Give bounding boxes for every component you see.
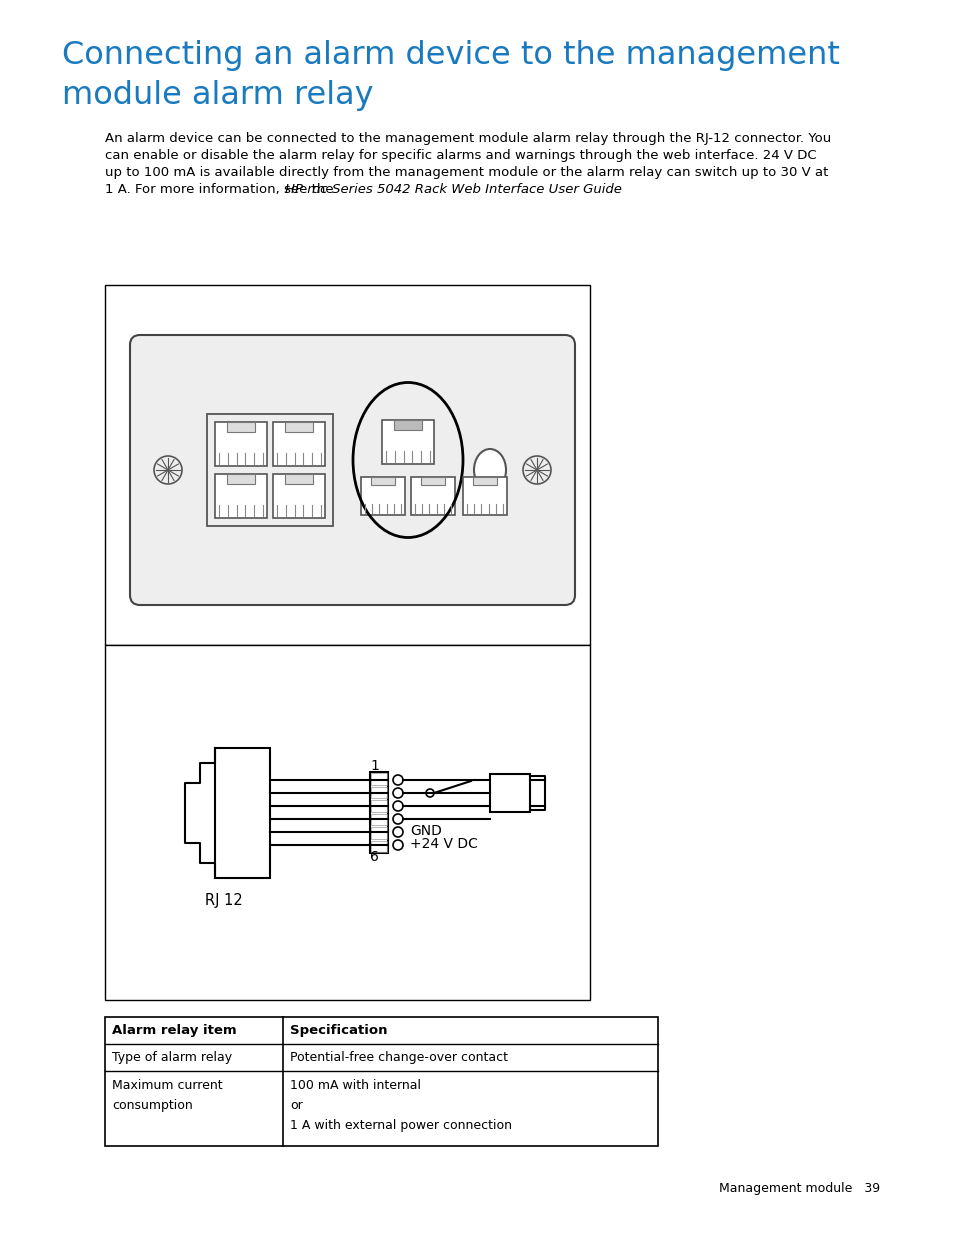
FancyBboxPatch shape [130, 335, 575, 605]
Text: Potential-free change-over contact: Potential-free change-over contact [290, 1051, 507, 1065]
Text: Alarm relay item: Alarm relay item [112, 1024, 236, 1037]
Bar [394, 420, 422, 430]
Bar [284, 474, 313, 484]
Text: Type of alarm relay: Type of alarm relay [112, 1051, 232, 1065]
Bar [105, 1016, 658, 1146]
Text: Specification: Specification [290, 1024, 387, 1037]
Text: Management module   39: Management module 39 [719, 1182, 879, 1195]
Bar [207, 414, 333, 526]
Bar [227, 474, 255, 484]
Bar [284, 422, 313, 432]
Bar [273, 474, 325, 517]
Text: RJ 12: RJ 12 [205, 893, 242, 908]
Bar [371, 773, 387, 784]
Text: +24 V DC: +24 V DC [410, 837, 477, 851]
Bar [371, 841, 387, 852]
Circle shape [393, 802, 402, 811]
Text: 1 A. For more information, see the: 1 A. For more information, see the [105, 183, 337, 196]
Bar [105, 645, 589, 1000]
Bar [227, 422, 255, 432]
Bar [360, 477, 405, 515]
Bar [371, 814, 387, 825]
Text: 6: 6 [370, 850, 378, 864]
Bar [214, 747, 270, 878]
Bar [273, 422, 325, 466]
Bar [214, 474, 267, 517]
Text: 1: 1 [370, 760, 378, 773]
Bar [411, 477, 455, 515]
Text: 100 mA with internal
or
1 A with external power connection: 100 mA with internal or 1 A with externa… [290, 1079, 512, 1132]
Bar [371, 477, 395, 485]
Circle shape [393, 776, 402, 785]
Bar [490, 774, 530, 811]
Text: up to 100 mA is available directly from the management module or the alarm relay: up to 100 mA is available directly from … [105, 165, 827, 179]
Bar [473, 477, 497, 485]
Ellipse shape [474, 450, 505, 492]
Bar [371, 787, 387, 798]
Text: Connecting an alarm device to the management: Connecting an alarm device to the manage… [62, 40, 839, 70]
Text: HP mc-Series 5042 Rack Web Interface User Guide: HP mc-Series 5042 Rack Web Interface Use… [285, 183, 621, 196]
Bar [371, 800, 387, 811]
Text: .: . [524, 183, 529, 196]
Circle shape [393, 840, 402, 850]
Circle shape [393, 814, 402, 824]
Bar [370, 772, 388, 853]
Bar [462, 477, 506, 515]
Text: GND: GND [410, 824, 441, 839]
Bar [381, 420, 434, 464]
Bar [420, 477, 445, 485]
Bar [214, 422, 267, 466]
Circle shape [153, 456, 182, 484]
Circle shape [393, 788, 402, 798]
Circle shape [393, 827, 402, 837]
Circle shape [522, 456, 551, 484]
Text: module alarm relay: module alarm relay [62, 80, 374, 111]
Text: An alarm device can be connected to the management module alarm relay through th: An alarm device can be connected to the … [105, 132, 830, 144]
Text: Maximum current
consumption: Maximum current consumption [112, 1079, 222, 1112]
Bar [371, 827, 387, 839]
Circle shape [426, 789, 434, 797]
Bar [105, 285, 589, 645]
Text: can enable or disable the alarm relay for specific alarms and warnings through t: can enable or disable the alarm relay fo… [105, 149, 816, 162]
